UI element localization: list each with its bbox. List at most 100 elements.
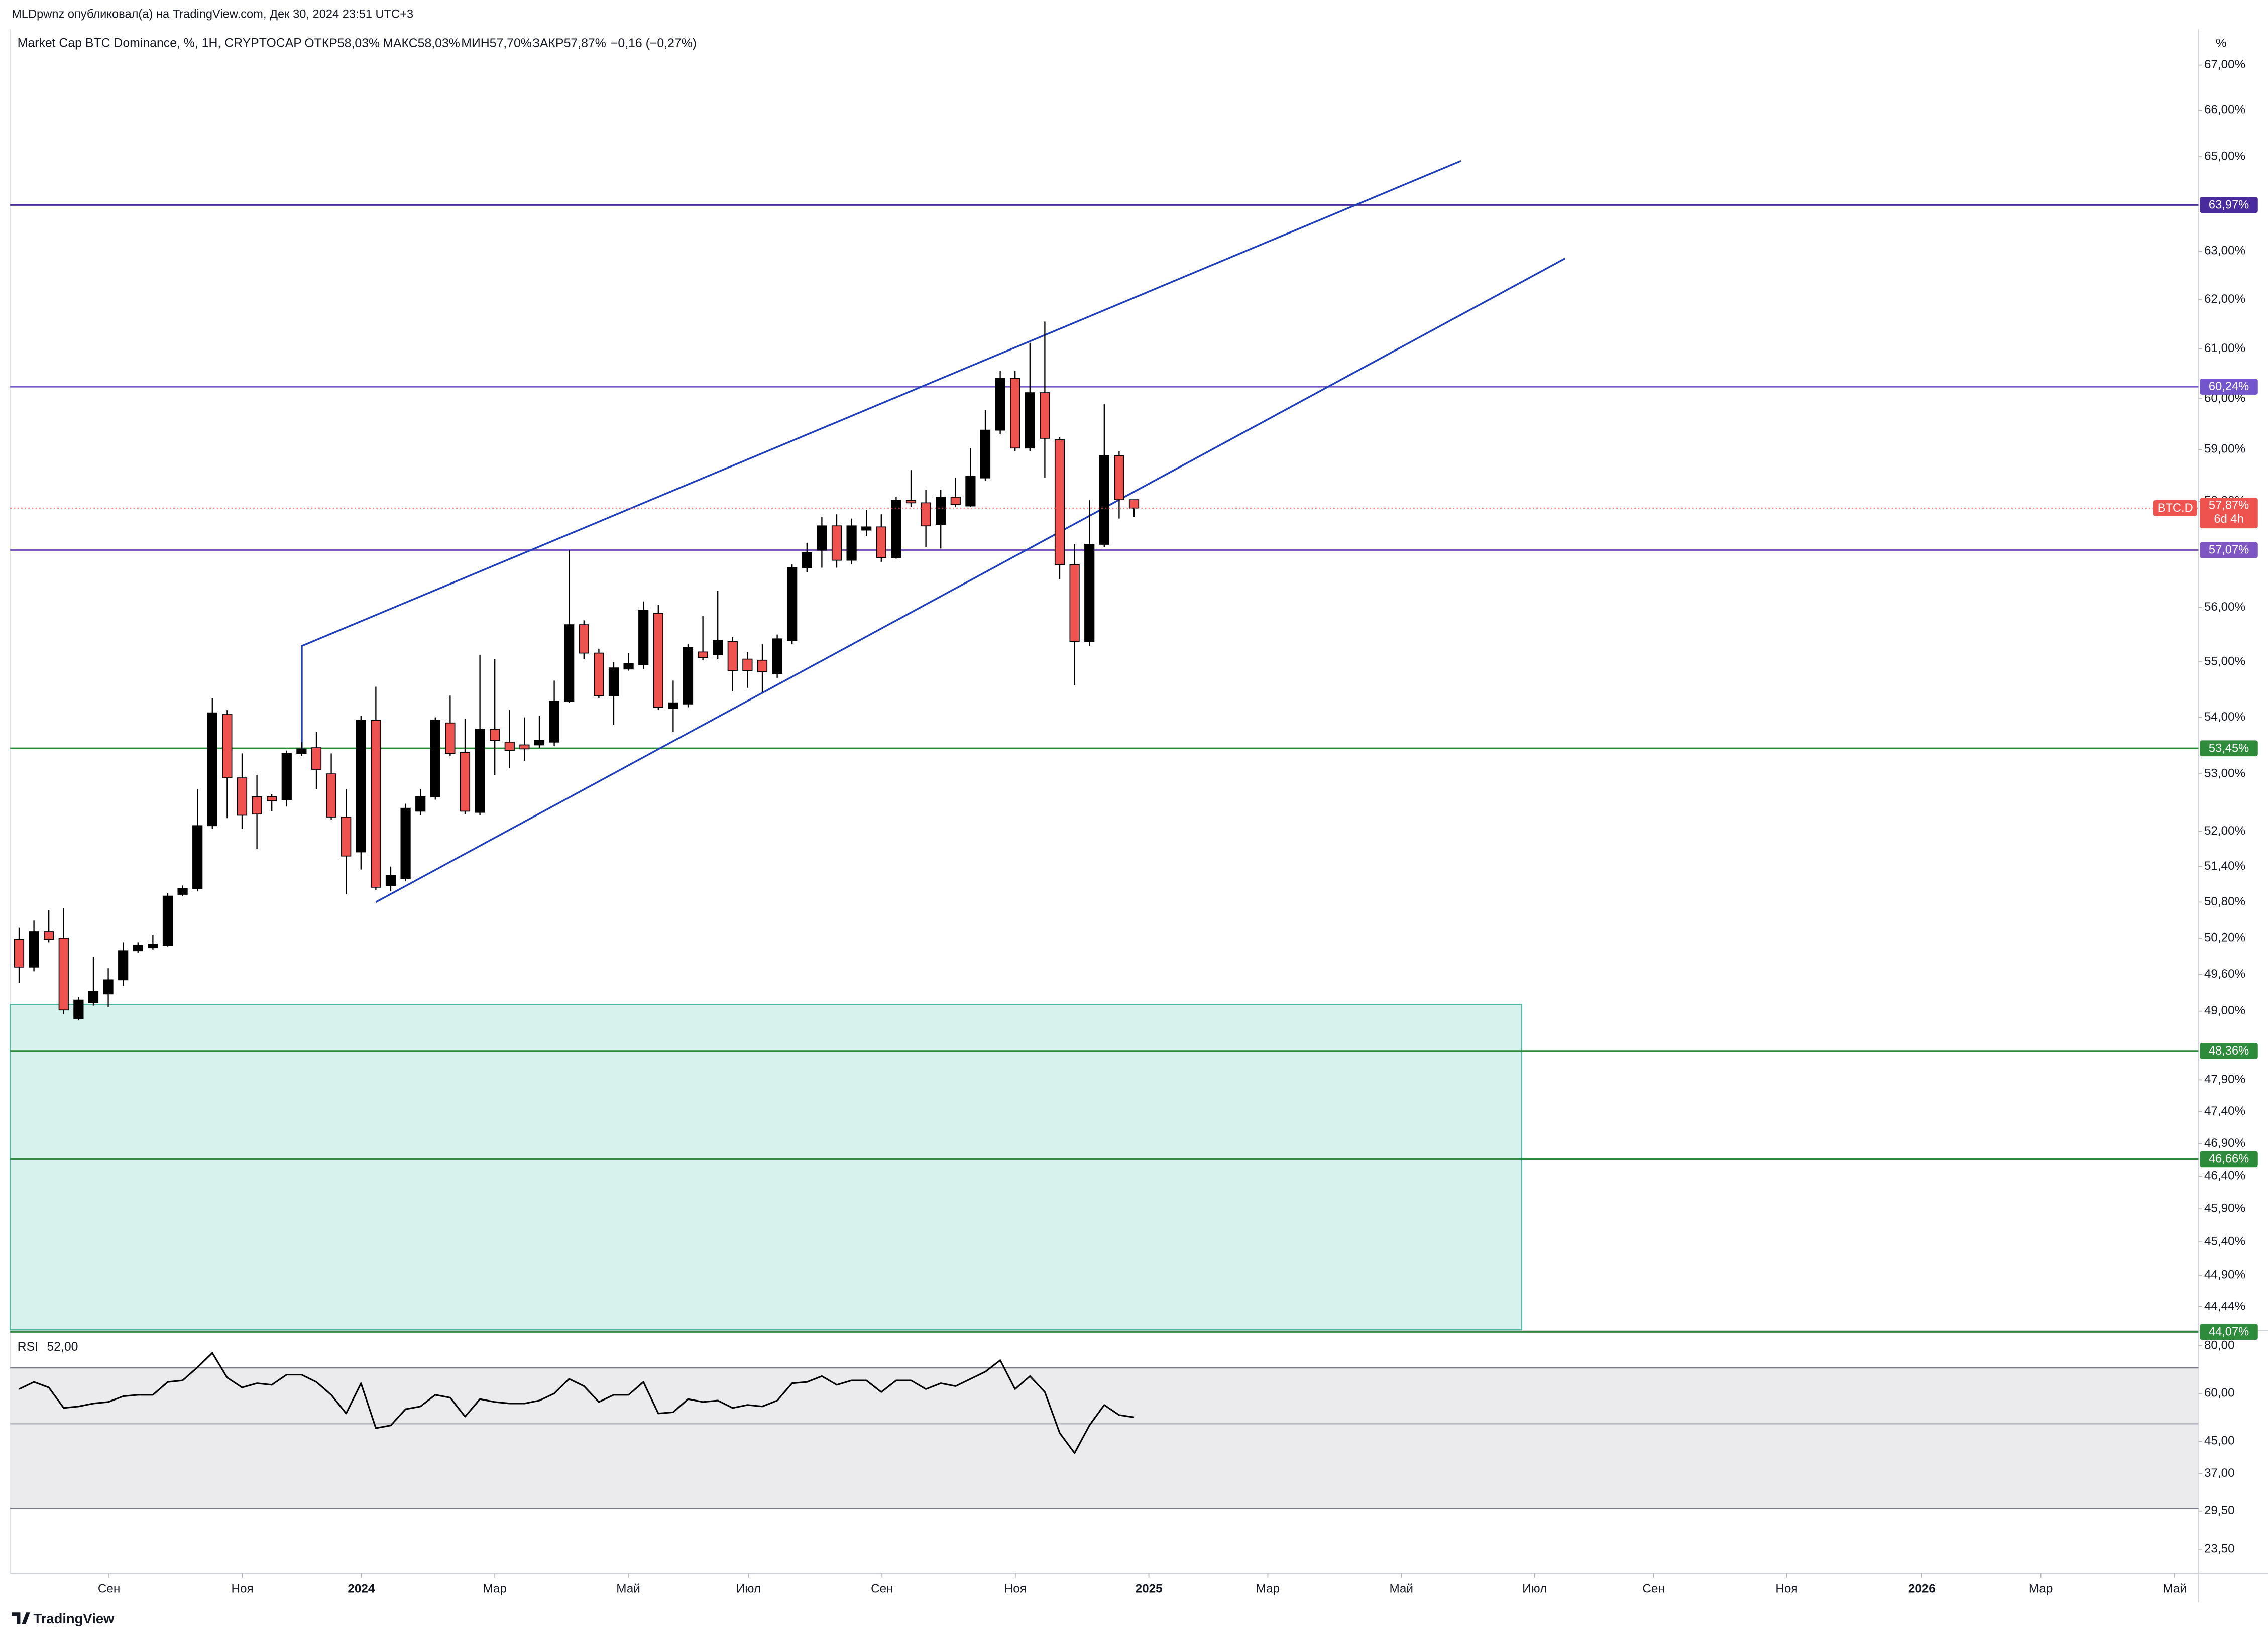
ohlc-legend: МАКС58,03% bbox=[383, 37, 460, 50]
y-tick-label: 46,40% bbox=[2204, 1169, 2245, 1182]
x-tick-label: 2025 bbox=[1136, 1582, 1163, 1595]
price-tag-label: 60,24% bbox=[2209, 380, 2249, 393]
candle-body bbox=[490, 729, 500, 741]
ohlc-label: МИН bbox=[461, 37, 489, 50]
rsi-line bbox=[19, 1352, 1135, 1454]
candle-body bbox=[207, 712, 217, 827]
candle-body bbox=[341, 816, 352, 857]
rsi-title: RSI bbox=[18, 1340, 38, 1353]
y-tick-label: 56,00% bbox=[2204, 600, 2245, 614]
y-tick-label: 44,90% bbox=[2204, 1268, 2245, 1281]
ohlc-value: 57,87% bbox=[564, 37, 606, 50]
candle-body bbox=[371, 720, 381, 888]
candle-body bbox=[252, 796, 262, 815]
candle-body bbox=[579, 624, 589, 654]
candle-body bbox=[995, 378, 1005, 431]
y-tick-label: 63,00% bbox=[2204, 244, 2245, 258]
x-tick-label: Ноя bbox=[232, 1582, 254, 1595]
candle-body bbox=[162, 895, 173, 946]
candle-body bbox=[88, 991, 99, 1003]
candle-body bbox=[1099, 455, 1109, 545]
candle-body bbox=[148, 944, 158, 949]
x-tick-label: Ноя bbox=[1775, 1582, 1797, 1595]
candle-body bbox=[802, 552, 812, 568]
candle-body bbox=[713, 640, 723, 655]
x-tick-label: Ноя bbox=[1004, 1582, 1027, 1595]
y-tick-label: 66,00% bbox=[2204, 103, 2245, 117]
candle-body bbox=[653, 613, 663, 708]
candle-body bbox=[1040, 392, 1050, 439]
candle-body bbox=[356, 720, 366, 853]
price-tag bbox=[2200, 197, 2258, 213]
x-tick-label: Май bbox=[616, 1582, 640, 1595]
candle-body bbox=[73, 999, 84, 1019]
trendline bbox=[375, 258, 1566, 903]
candle-body bbox=[683, 647, 694, 705]
ohlc-value: 58,03% bbox=[418, 37, 460, 50]
y-tick-label: 50,80% bbox=[2204, 895, 2245, 908]
candle-body bbox=[1054, 439, 1065, 565]
y-tick-label: 50,20% bbox=[2204, 930, 2245, 944]
candle-body bbox=[460, 752, 471, 812]
ohlc-legend: ОТКР58,03% bbox=[304, 37, 380, 50]
price-tag bbox=[2200, 1042, 2258, 1059]
candle-body bbox=[519, 744, 530, 750]
candle-body bbox=[772, 638, 782, 674]
symbol-tag bbox=[2153, 500, 2197, 516]
y-tick-label: 49,00% bbox=[2204, 1004, 2245, 1017]
candle-body bbox=[14, 939, 25, 968]
ohlc-label: ЗАКР bbox=[532, 37, 564, 50]
y-tick-label: 51,40% bbox=[2204, 859, 2245, 873]
y-tick-label: 44,44% bbox=[2204, 1299, 2245, 1313]
candle-body bbox=[861, 526, 872, 531]
candle-body bbox=[430, 720, 440, 797]
candle-body bbox=[787, 567, 798, 641]
y-tick-label: 47,90% bbox=[2204, 1073, 2245, 1086]
x-tick-label: Мар bbox=[2029, 1582, 2053, 1595]
x-tick-label: Сен bbox=[1642, 1582, 1664, 1595]
last-price-tag bbox=[2200, 498, 2258, 529]
y-tick-label: 61,00% bbox=[2204, 341, 2245, 355]
candle-body bbox=[921, 502, 931, 527]
candle-body bbox=[103, 979, 114, 995]
candle-body bbox=[891, 500, 901, 558]
candle-body bbox=[831, 525, 842, 561]
candle-body bbox=[1114, 455, 1124, 501]
y-tick-label: 45,90% bbox=[2204, 1202, 2245, 1215]
candle-body bbox=[757, 659, 768, 672]
candle-body bbox=[192, 825, 203, 889]
last-price-label: 57,87% bbox=[2209, 499, 2249, 512]
ohlc-label: ОТКР bbox=[304, 37, 337, 50]
candle-body bbox=[1069, 564, 1080, 642]
y-tick-label: 55,00% bbox=[2204, 654, 2245, 668]
candle-body bbox=[965, 476, 976, 507]
candle-body bbox=[638, 610, 649, 665]
candle-body bbox=[727, 641, 738, 671]
publish-header: MLDpwnz опубликовал(а) на TradingView.co… bbox=[12, 8, 413, 21]
rsi-tick-label: 45,00 bbox=[2204, 1434, 2235, 1448]
candle-body bbox=[133, 945, 143, 952]
rsi-tick-label: 60,00 bbox=[2204, 1386, 2235, 1399]
ohlc-label: МАКС bbox=[383, 37, 417, 50]
rsi-tick-label: 29,50 bbox=[2204, 1504, 2235, 1518]
price-tag bbox=[2200, 1324, 2258, 1340]
candle-body bbox=[980, 429, 991, 479]
candle-body bbox=[400, 807, 411, 879]
rsi-value: 52,00 bbox=[47, 1340, 78, 1353]
candle-body bbox=[44, 931, 54, 940]
y-tick-label: 59,00% bbox=[2204, 442, 2245, 456]
tv-logo: TradingView bbox=[12, 1611, 115, 1626]
price-tag bbox=[2200, 542, 2258, 558]
candle-body bbox=[326, 773, 336, 818]
y-tick-label: 67,00% bbox=[2204, 58, 2245, 71]
y-tick-label: 52,00% bbox=[2204, 824, 2245, 838]
x-tick-label: Мар bbox=[1256, 1582, 1280, 1595]
rsi-band bbox=[10, 1368, 2199, 1509]
symbol-tag-label: BTC.D bbox=[2158, 502, 2193, 515]
candle-body bbox=[594, 652, 604, 696]
candle-body bbox=[936, 497, 946, 525]
axis-unit: % bbox=[2216, 36, 2227, 50]
y-tick-label: 49,60% bbox=[2204, 967, 2245, 981]
candle-body bbox=[549, 701, 559, 743]
